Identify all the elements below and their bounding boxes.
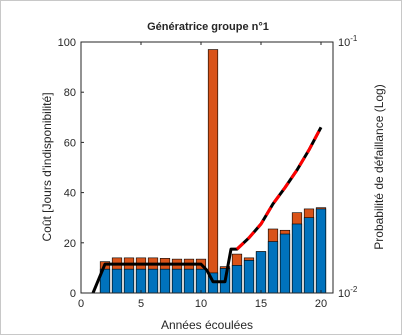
bar-blue [291, 223, 303, 294]
y2-axis-label: Probabilité de défaillance (Log) [372, 84, 386, 249]
bar-blue [195, 268, 207, 294]
x-tick-label: 15 [255, 298, 267, 310]
series-line-dashed [235, 126, 323, 251]
x-tick-label: 10 [195, 298, 207, 310]
bar-blue [255, 251, 267, 294]
plot-box [80, 41, 334, 294]
y-tick-label: 60 [64, 137, 76, 149]
y-tick-label: 20 [64, 238, 76, 250]
lines-layer [91, 126, 323, 294]
y2-tick-label: 10-1 [338, 34, 358, 49]
y-axis-label: Coût [Jours d'indisponibilité] [40, 92, 54, 241]
bar-orange [207, 49, 219, 294]
x-tick-label: 5 [138, 298, 144, 310]
y-axis-ticks: 0 20 40 60 80 100 [58, 37, 84, 300]
bar-blue [267, 241, 279, 294]
y-tick-label: 0 [70, 288, 76, 300]
y-tick-label: 100 [58, 37, 76, 49]
bar-blue [147, 268, 159, 294]
bar-blue [111, 268, 123, 294]
bar-blue [243, 260, 255, 294]
bar-blue [171, 268, 183, 294]
bar-blue [159, 268, 171, 294]
y2-tick-label: 10-2 [338, 285, 358, 300]
x-axis-label: Années écoulées [161, 318, 253, 332]
bar-blue [303, 217, 315, 294]
y-tick-label: 40 [64, 188, 76, 200]
bar-blue [135, 268, 147, 294]
x-tick-label: 0 [78, 298, 84, 310]
bar-blue [231, 265, 243, 294]
bar-blue [183, 268, 195, 294]
chart-title: Génératrice groupe n°1 [147, 21, 269, 33]
bar-blue [279, 233, 291, 294]
y2-axis-ticks: 10-2 10-1 [330, 34, 358, 300]
bar-blue [315, 208, 327, 294]
x-axis-ticks: 0 5 10 15 20 [78, 42, 327, 310]
x-tick-label: 20 [315, 298, 327, 310]
bars-layer [99, 49, 327, 294]
y-tick-label: 80 [64, 87, 76, 99]
bar-blue [123, 268, 135, 294]
